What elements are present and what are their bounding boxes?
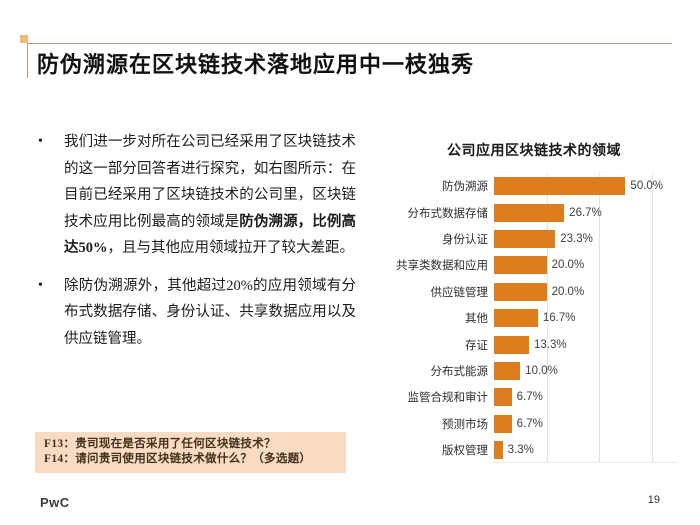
- category-label: 其他: [465, 313, 488, 326]
- footnote-line-2: F14：请问贵司使用区块链技术做什么？（多选题）: [44, 453, 312, 465]
- category-label: 监管合规和审计: [407, 392, 489, 405]
- bullet-item-1: • 我们进一步对所在公司已经采用了区块链技术的这一部分回答者进行探究，如右图所示…: [38, 129, 356, 262]
- category-label: 供应链管理: [430, 286, 489, 299]
- bar-track: 50.0%: [494, 173, 678, 199]
- bar: [494, 335, 529, 354]
- bar-value-label: 20.0%: [551, 285, 585, 298]
- slide-title: 防伪溯源在区块链技术落地应用中一枝独秀: [37, 52, 475, 77]
- title-rule-horizontal: [27, 43, 672, 44]
- title-accent-square: [20, 35, 28, 43]
- footnote-box: F13：贵司现在是否采用了任何区块链技术？ F14：请问贵司使用区块链技术做什么…: [35, 432, 346, 473]
- category-label: 身份认证: [442, 233, 488, 246]
- bullet-item-2: • 除防伪溯源外，其他超过20%的应用领域有分布式数据存储、身份认证、共享数据应…: [38, 273, 356, 353]
- chart-title: 公司应用区块链技术的领域: [447, 144, 621, 159]
- page-number: 19: [647, 494, 660, 506]
- bar: [494, 441, 503, 460]
- gridline-60: [651, 173, 653, 463]
- bar-value-label: 16.7%: [542, 312, 576, 325]
- bar-track: 6.7%: [494, 411, 678, 437]
- gridline-40: [599, 173, 601, 463]
- bullet-1-bold: 防伪溯源，比例高达50%: [64, 213, 357, 257]
- bar-value-label: 13.3%: [533, 338, 567, 351]
- bar-track: 16.7%: [494, 305, 678, 331]
- bullet-1-pre: 我们进一步对所在公司已经采用了区块链技术的这一部分回答者进行探究，如右图所示：在…: [64, 134, 356, 230]
- bar: [494, 229, 556, 248]
- bar-track: 26.7%: [494, 199, 678, 225]
- gridline-layer: [494, 173, 678, 464]
- body-text: • 我们进一步对所在公司已经采用了区块链技术的这一部分回答者进行探究，如右图所示…: [38, 129, 356, 363]
- chart-plot-area: 防伪溯源 50.0% 分布式数据存储 26.7% 身份认证 23.3% 共享类数据和应用 20…: [390, 173, 678, 464]
- chart-row: 防伪溯源 50.0%: [390, 173, 678, 199]
- bar-track: 13.3%: [494, 331, 678, 357]
- title-rule-tick: [27, 43, 28, 78]
- bar-value-label: 6.7%: [516, 391, 543, 404]
- category-label: 防伪溯源: [442, 181, 488, 194]
- bar-value-label: 20.0%: [551, 259, 585, 272]
- footnote-line-1: F13：贵司现在是否采用了任何区块链技术？: [44, 438, 276, 450]
- bar: [494, 256, 547, 275]
- chart-row: 分布式数据存储 26.7%: [390, 199, 678, 225]
- chart-row: 共享类数据和应用 20.0%: [390, 252, 678, 278]
- bar-chart: 公司应用区块链技术的领域 防伪溯源 50.0% 分布式数据存储 26.7% 身份认证 23…: [390, 140, 678, 464]
- bar: [494, 361, 521, 380]
- bar-value-label: 6.7%: [516, 417, 543, 430]
- chart-row: 版权管理 3.3%: [390, 437, 678, 463]
- chart-row: 其他 16.7%: [390, 305, 678, 331]
- category-label: 分布式能源: [430, 365, 489, 378]
- bar-value-label: 50.0%: [630, 180, 664, 193]
- chart-row: 身份认证 23.3%: [390, 226, 678, 252]
- chart-row: 预测市场 6.7%: [390, 411, 678, 437]
- bar: [494, 388, 512, 407]
- bar-track: 23.3%: [494, 226, 678, 252]
- bar-value-label: 23.3%: [560, 232, 593, 245]
- bar-value-label: 26.7%: [569, 206, 602, 219]
- bar-track: 3.3%: [494, 437, 678, 463]
- chart-row: 存证 13.3%: [390, 331, 678, 357]
- bullet-text-1: 我们进一步对所在公司已经采用了区块链技术的这一部分回答者进行探究，如右图所示：在…: [64, 129, 356, 262]
- bullet-1-post: ，且与其他应用领域拉开了较大差距。: [107, 240, 355, 256]
- bar: [494, 414, 512, 433]
- chart-row: 供应链管理 20.0%: [390, 279, 678, 305]
- gridline-20: [546, 173, 548, 463]
- category-label: 存证: [465, 339, 488, 352]
- pwc-logo: PwC: [40, 495, 70, 510]
- chart-row: 分布式能源 10.0%: [390, 358, 678, 384]
- bar-track: 20.0%: [494, 279, 678, 305]
- bar-track: 6.7%: [494, 384, 678, 410]
- category-label: 版权管理: [442, 445, 488, 458]
- bar: [494, 282, 547, 301]
- bar-value-label: 3.3%: [507, 444, 534, 457]
- category-label: 预测市场: [442, 418, 488, 431]
- bar: [494, 177, 626, 196]
- bar: [494, 309, 538, 328]
- chart-row: 监管合规和审计 6.7%: [390, 384, 678, 410]
- bullet-text-2: 除防伪溯源外，其他超过20%的应用领域有分布式数据存储、身份认证、共享数据应用以…: [64, 277, 356, 347]
- category-label: 共享类数据和应用: [396, 260, 488, 273]
- bullet-marker: •: [38, 277, 43, 293]
- bar: [494, 203, 565, 222]
- bar-value-label: 10.0%: [525, 364, 558, 377]
- bullet-marker: •: [38, 134, 43, 149]
- category-label: 分布式数据存储: [407, 207, 489, 220]
- bar-track: 10.0%: [494, 358, 678, 384]
- bar-track: 20.0%: [494, 252, 678, 278]
